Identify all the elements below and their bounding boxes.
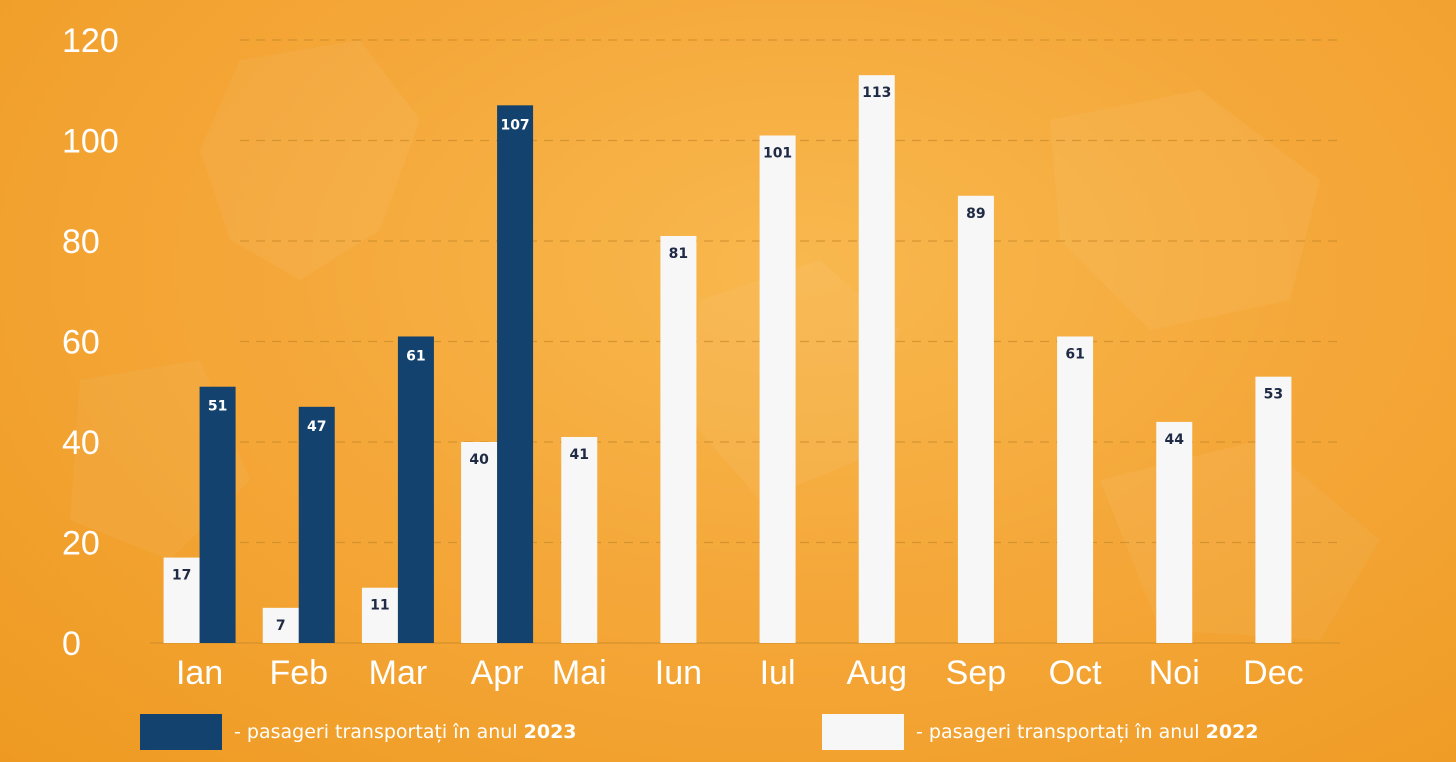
x-tick-label-iun: Iun	[655, 654, 702, 692]
y-tick-label: 120	[62, 22, 119, 60]
bar-2022-mai	[561, 436, 598, 643]
bar-2022-sep	[957, 195, 994, 643]
legend-label-2023: - pasageri transportați în anul 2023	[234, 721, 577, 743]
data-label-2023-mar: 61	[406, 348, 425, 364]
bar-2022-iul	[759, 135, 796, 643]
x-tick-label-mar: Mar	[369, 654, 428, 692]
data-label-2022-iul: 101	[763, 145, 792, 161]
y-tick-label: 40	[62, 424, 100, 462]
bar-2023-ian	[199, 386, 236, 643]
y-tick-label: 20	[62, 525, 100, 563]
legend-label-2022: - pasageri transportați în anul 2022	[916, 721, 1259, 743]
x-tick-label-mai: Mai	[552, 654, 607, 692]
bar-2022-mar	[361, 587, 398, 643]
bar-2022-oct	[1057, 336, 1094, 643]
data-label-2023-ian: 51	[208, 399, 227, 415]
data-label-2022-oct: 61	[1065, 346, 1084, 362]
y-tick-label: 0	[62, 625, 81, 663]
bar-2022-dec	[1255, 376, 1292, 643]
x-tick-label-iul: Iul	[760, 654, 796, 692]
bar-2022-feb	[262, 607, 299, 643]
x-tick-label-sep: Sep	[946, 654, 1007, 692]
x-tick-label-noi: Noi	[1149, 654, 1200, 692]
data-label-2023-apr: 107	[500, 117, 529, 133]
legend-swatch-2023	[140, 714, 222, 750]
y-tick-label: 60	[62, 324, 100, 362]
data-label-2022-dec: 53	[1264, 387, 1283, 403]
chart-bars	[163, 75, 1292, 644]
bar-2023-mar	[397, 336, 434, 643]
legend-item-2022: - pasageri transportați în anul 2022	[822, 714, 1259, 750]
y-tick-label: 80	[62, 223, 100, 261]
bar-2022-aug	[858, 75, 895, 644]
background-map-decoration	[70, 40, 1380, 640]
data-label-2022-feb: 7	[276, 618, 286, 634]
data-label-2022-noi: 44	[1165, 432, 1185, 448]
y-tick-label: 100	[62, 123, 119, 161]
bar-2022-iun	[660, 235, 697, 643]
x-tick-label-ian: Ian	[176, 654, 223, 692]
bar-2022-noi	[1156, 421, 1193, 643]
legend-swatch-2022	[822, 714, 904, 750]
bar-2023-feb	[298, 406, 335, 643]
x-tick-label-feb: Feb	[269, 654, 328, 692]
data-label-2022-iun: 81	[669, 246, 688, 262]
data-label-2022-mai: 41	[570, 447, 589, 463]
x-tick-label-apr: Apr	[471, 654, 524, 692]
data-label-2022-ian: 17	[172, 568, 191, 584]
data-label-2023-feb: 47	[307, 419, 326, 435]
data-label-2022-mar: 11	[370, 598, 389, 614]
data-label-2022-aug: 113	[862, 85, 891, 101]
legend-item-2023: - pasageri transportați în anul 2023	[140, 714, 577, 750]
y-axis: 0 20 40 60 80 100 120	[62, 22, 119, 663]
bar-2023-apr	[497, 105, 534, 643]
data-label-2022-sep: 89	[966, 206, 985, 222]
x-axis: Ian Feb Mar Apr Mai Iun Iul Aug Sep Oct Noi Dec	[176, 654, 1304, 692]
data-label-2022-apr: 40	[469, 452, 489, 468]
bar-2022-apr	[461, 442, 498, 643]
x-tick-label-aug: Aug	[847, 654, 908, 692]
x-tick-label-oct: Oct	[1049, 654, 1102, 692]
x-tick-label-dec: Dec	[1243, 654, 1303, 692]
bar-2022-ian	[163, 557, 200, 643]
chart-data-labels: 17 51 7 47 11 61 40 107 41 81 101 113 89 61 44 53	[172, 85, 1283, 634]
